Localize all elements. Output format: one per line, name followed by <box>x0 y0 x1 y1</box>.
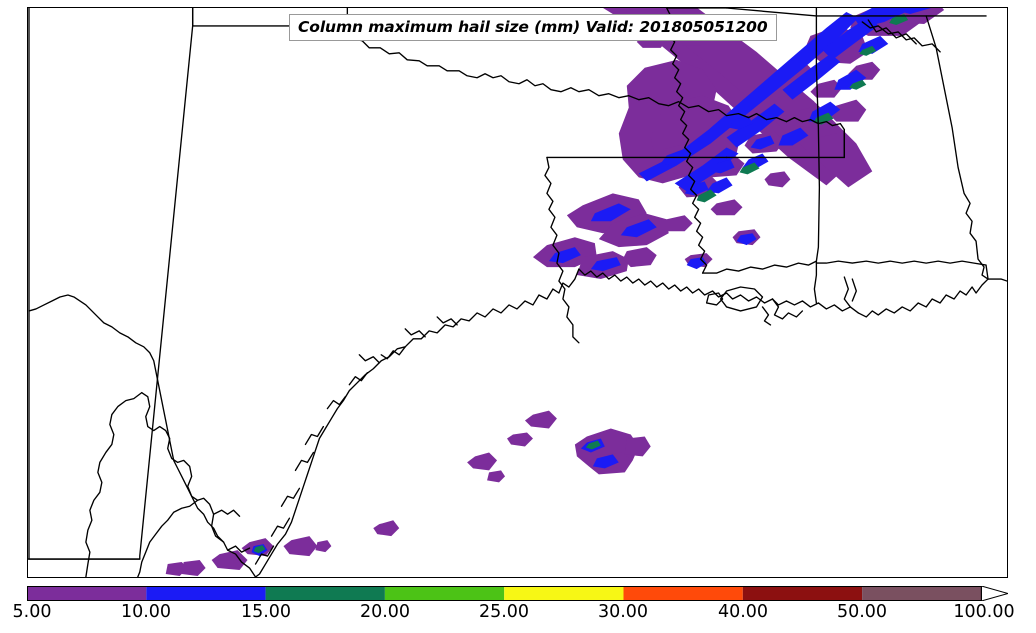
colorbar-canvas <box>27 586 1008 601</box>
colorbar-tick-5: 30.00 <box>597 602 649 622</box>
hail-band-5-10mm <box>165 8 945 577</box>
colorbar-tick-0: 5.00 <box>12 602 52 622</box>
border-georgia-florida <box>987 278 1007 282</box>
coastline-florida-panhandle <box>857 278 989 318</box>
colorbar-segment-50-100 <box>862 586 982 601</box>
map-plot-area[interactable] <box>27 7 1008 578</box>
coastline-louisiana <box>578 268 774 304</box>
lake-pontchartrain <box>719 286 764 312</box>
colorbar-segments <box>27 586 982 601</box>
mobile-bay <box>843 276 851 308</box>
colorbar-segment-25-30 <box>504 586 624 601</box>
geography-overlay <box>28 8 1007 577</box>
border-red-river <box>346 25 788 123</box>
colorbar-tick-2: 15.00 <box>240 602 292 622</box>
hail-band-10-15mm <box>251 8 932 557</box>
colorbar-extend-arrow-max <box>980 586 1008 601</box>
colorbar[interactable] <box>27 586 1008 601</box>
border-louisiana-mississippi <box>701 260 818 304</box>
hail-band-15-20mm <box>253 13 909 554</box>
colorbar-tick-8: 100.00 <box>953 602 1015 622</box>
colorbar-segment-30-40 <box>623 586 743 601</box>
colorbar-tick-labels: 5.00 10.00 15.00 20.00 25.00 30.00 40.00… <box>0 602 1036 628</box>
colorbar-tick-4: 25.00 <box>478 602 530 622</box>
colorbar-segment-10-15 <box>146 586 266 601</box>
plot-title: Column maximum hail size (mm) Valid: 201… <box>289 14 777 41</box>
colorbar-tick-1: 10.00 <box>120 602 172 622</box>
border-alabama-georgia <box>925 15 989 280</box>
coastline-mississippi-alabama <box>771 298 859 314</box>
map-canvas <box>28 8 1007 577</box>
colorbar-tick-6: 40.00 <box>717 602 769 622</box>
colorbar-segment-40-50 <box>742 586 863 601</box>
colorbar-tick-7: 50.00 <box>836 602 888 622</box>
river-mississippi-north <box>666 8 708 274</box>
border-mississippi-alabama <box>815 8 821 262</box>
colorbar-segment-5-10 <box>27 586 147 601</box>
colorbar-segment-15-20 <box>265 586 385 601</box>
border-alabama-florida <box>815 260 989 280</box>
border-mexico-states <box>141 391 225 543</box>
colorbar-outline <box>27 586 982 601</box>
colorbar-segment-20-25 <box>384 586 505 601</box>
colorbar-tick-3: 20.00 <box>359 602 411 622</box>
coastline-texas <box>254 268 580 577</box>
river-mississippi <box>544 156 580 344</box>
lake-maurepas <box>705 292 724 306</box>
